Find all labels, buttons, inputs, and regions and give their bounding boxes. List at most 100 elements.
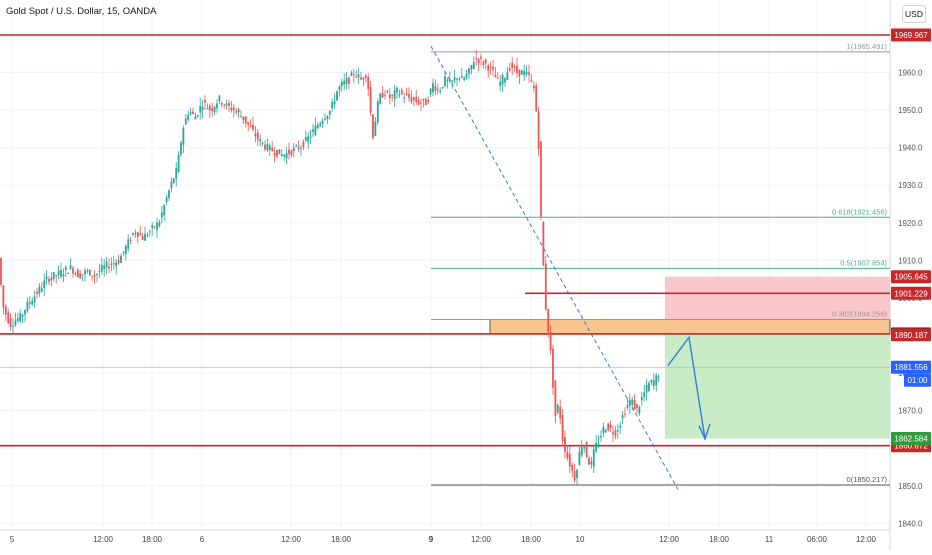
candle-body — [276, 149, 278, 157]
candle-body — [21, 314, 24, 317]
trendline — [430, 45, 679, 490]
candle-body — [156, 222, 158, 230]
candle-body — [552, 348, 554, 388]
candle-body — [456, 78, 458, 80]
candle-body — [158, 222, 161, 227]
candle-body — [132, 233, 134, 235]
x-tick-label: 12:00 — [281, 535, 302, 544]
candle-body — [600, 435, 602, 438]
candle-body — [148, 231, 151, 233]
price-tag-bg — [891, 28, 931, 42]
candle-body — [163, 205, 166, 216]
candle-body — [484, 59, 487, 64]
candle-body — [530, 80, 533, 82]
x-tick-label: 11 — [765, 535, 774, 544]
candle-body — [328, 110, 331, 115]
candle-body — [199, 105, 202, 113]
candle-body — [175, 168, 178, 179]
candle-body — [448, 79, 451, 82]
x-tick-label: 5 — [10, 535, 15, 544]
candle-body — [81, 274, 84, 276]
candle-body — [120, 255, 122, 263]
candle-body — [290, 150, 293, 156]
candle-body — [446, 79, 449, 81]
forecast-arrowhead — [698, 423, 711, 441]
candle-body — [28, 302, 31, 304]
candle-body — [398, 94, 401, 96]
candle-body — [424, 98, 427, 106]
candle-body — [283, 154, 286, 157]
candle-body — [636, 404, 638, 409]
candle-body — [487, 65, 490, 71]
candle-body — [604, 429, 607, 433]
candle-body — [559, 406, 562, 419]
candle-body — [499, 81, 502, 86]
candle-body — [273, 153, 276, 156]
candle-body — [312, 129, 314, 132]
x-tick-label: 9 — [429, 535, 434, 544]
candle-body — [48, 278, 50, 283]
candle-body — [540, 141, 542, 217]
candle-body — [628, 400, 631, 407]
candle-body — [256, 132, 259, 140]
candle-body — [444, 76, 446, 86]
candle-body — [400, 89, 403, 94]
candle-body — [480, 56, 482, 59]
candle-body — [144, 233, 146, 241]
candle-body — [98, 271, 101, 273]
candle-body — [134, 232, 137, 234]
candle-body — [14, 320, 17, 326]
candle-body — [403, 97, 406, 99]
candle-body — [319, 123, 322, 126]
x-tick-label: 6 — [200, 535, 205, 544]
candle-body — [72, 268, 74, 274]
candle-body — [91, 275, 94, 277]
candle-body — [650, 380, 653, 383]
candle-body — [232, 107, 235, 111]
candle-body — [468, 68, 470, 75]
candle-body — [153, 226, 156, 228]
candle-body — [110, 263, 113, 265]
candle-body — [429, 88, 432, 95]
candle-body — [168, 190, 170, 198]
candle-body — [129, 239, 132, 241]
candle-body — [535, 85, 538, 112]
candle-body — [88, 269, 91, 276]
candle-body — [386, 91, 389, 93]
price-tag-bg — [891, 286, 931, 300]
x-tick-label: 18:00 — [142, 535, 163, 544]
candle-body — [206, 108, 209, 110]
candle-body — [348, 77, 350, 84]
candle-body — [271, 147, 274, 152]
candle-body — [580, 447, 583, 456]
candle-body — [523, 71, 526, 76]
fib-level-label: 0(1850.217) — [847, 475, 888, 484]
candle-body — [571, 465, 574, 471]
y-tick-label: 1870.0 — [898, 407, 923, 416]
candle-body — [67, 272, 70, 274]
candle-body — [235, 111, 238, 113]
candle-body — [494, 75, 497, 78]
candle-body — [592, 449, 595, 467]
candle-body — [640, 396, 643, 401]
candle-body — [237, 109, 240, 113]
candle-body — [506, 72, 509, 80]
candle-body — [146, 235, 149, 237]
candle-body — [52, 272, 55, 279]
candle-body — [396, 87, 398, 93]
candle-body — [84, 270, 86, 274]
currency-button[interactable]: USD — [902, 5, 926, 23]
candle-body — [139, 233, 142, 235]
candle-body — [585, 442, 588, 457]
candle-body — [528, 72, 530, 75]
y-tick-label: 1960.0 — [898, 68, 923, 77]
candle-body — [518, 69, 521, 77]
candle-body — [655, 375, 658, 386]
candle-body — [180, 142, 182, 155]
price-tag: 1860.672 — [894, 442, 928, 451]
candle-body — [352, 74, 355, 76]
candle-body — [57, 270, 60, 276]
candle-body — [297, 147, 300, 150]
